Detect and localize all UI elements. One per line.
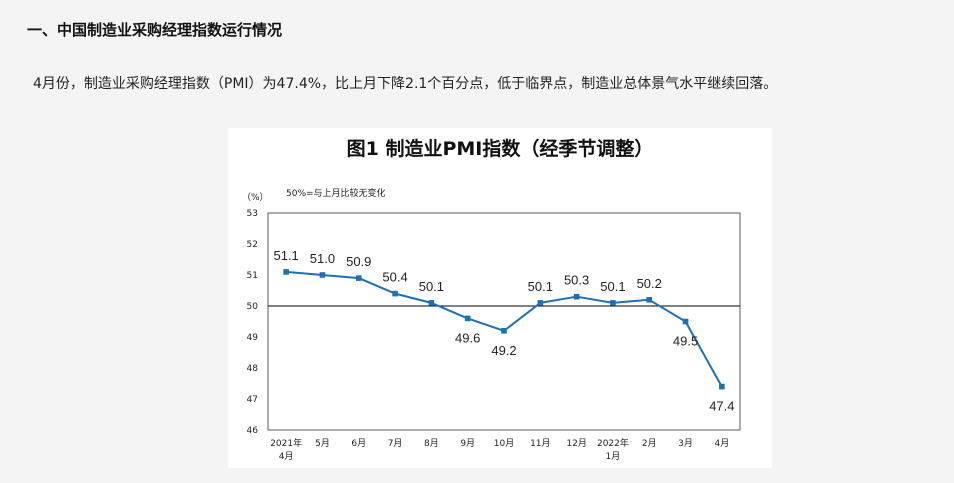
data-label: 50.2 bbox=[637, 276, 662, 291]
x-tick-label-line2: 1月 bbox=[606, 451, 621, 462]
data-point-marker bbox=[719, 383, 725, 390]
x-tick-label: 9月 bbox=[460, 438, 475, 449]
data-label: 50.4 bbox=[382, 270, 407, 285]
x-tick-label: 2022年 bbox=[597, 437, 629, 449]
plot-frame bbox=[267, 212, 741, 431]
x-tick-label: 11月 bbox=[530, 438, 550, 449]
y-tick-label: 48 bbox=[247, 364, 259, 374]
data-label: 47.4 bbox=[709, 399, 734, 414]
reference-note: 50%=与上月比较无变化 bbox=[286, 187, 386, 199]
data-point-marker bbox=[283, 269, 289, 275]
pmi-chart: 图1 制造业PMI指数（经季节调整） （%） 50%=与上月比较无变化 53 52… bbox=[228, 128, 772, 468]
series-layer bbox=[283, 269, 725, 390]
pmi-chart-svg: 图1 制造业PMI指数（经季节调整） （%） 50%=与上月比较无变化 53 52… bbox=[242, 137, 741, 462]
data-label: 50.1 bbox=[528, 279, 553, 294]
y-tick-label: 46 bbox=[247, 426, 259, 436]
data-point-marker bbox=[392, 290, 398, 297]
data-label: 50.3 bbox=[564, 273, 589, 288]
x-tick-label: 6月 bbox=[351, 438, 366, 449]
data-label: 50.1 bbox=[419, 279, 444, 294]
y-tick-label: 47 bbox=[247, 395, 258, 405]
summary-paragraph: 4月份，制造业采购经理指数（PMI）为47.4%，比上月下降2.1个百分点，低于… bbox=[33, 76, 778, 92]
x-tick-label: 5月 bbox=[315, 438, 330, 449]
x-tick-label-line2: 4月 bbox=[279, 451, 294, 462]
x-tick-label: 2021年 bbox=[270, 437, 302, 449]
data-point-marker bbox=[646, 297, 653, 303]
data-point-marker bbox=[464, 315, 471, 322]
data-point-marker bbox=[610, 300, 616, 306]
axes-layer: 53 52 51 50 49 48 47 46 2021年 4月 5月 6月 7月 8月 9月 10月 11月 1… bbox=[247, 209, 741, 462]
data-point-marker bbox=[428, 300, 435, 306]
y-tick-label: 52 bbox=[247, 240, 258, 250]
data-point-marker bbox=[537, 300, 544, 306]
y-tick-label: 51 bbox=[247, 271, 258, 281]
data-label: 51.0 bbox=[310, 251, 335, 266]
y-tick-label: 53 bbox=[247, 209, 258, 219]
x-tick-label: 2月 bbox=[642, 438, 657, 449]
x-tick-label: 8月 bbox=[424, 438, 439, 449]
data-label: 51.1 bbox=[273, 248, 298, 263]
x-tick-label: 7月 bbox=[388, 438, 403, 449]
data-label: 49.2 bbox=[491, 343, 516, 358]
labels-layer: 51.1 51.0 50.9 50.4 50.1 49.6 49.2 50.1 50.3 50.1… bbox=[273, 248, 734, 414]
x-tick-label: 3月 bbox=[678, 438, 693, 449]
section-heading: 一、中国制造业采购经理指数运行情况 bbox=[27, 21, 283, 39]
data-label: 50.9 bbox=[346, 254, 371, 269]
data-label: 49.5 bbox=[673, 334, 698, 349]
data-point-marker bbox=[573, 293, 580, 300]
data-label: 50.1 bbox=[600, 279, 625, 294]
data-label: 49.6 bbox=[455, 330, 480, 345]
chart-title: 图1 制造业PMI指数（经季节调整） bbox=[347, 137, 654, 160]
x-tick-label: 12月 bbox=[566, 438, 586, 449]
data-point-marker bbox=[355, 275, 362, 281]
y-tick-label: 49 bbox=[247, 333, 259, 343]
y-tick-label: 50 bbox=[247, 302, 259, 312]
data-point-marker bbox=[682, 318, 689, 325]
data-point-marker bbox=[319, 272, 326, 278]
x-tick-label: 4月 bbox=[714, 438, 729, 449]
x-tick-label: 10月 bbox=[494, 438, 514, 449]
y-unit-label: （%） bbox=[242, 192, 269, 203]
data-point-marker bbox=[501, 328, 507, 334]
